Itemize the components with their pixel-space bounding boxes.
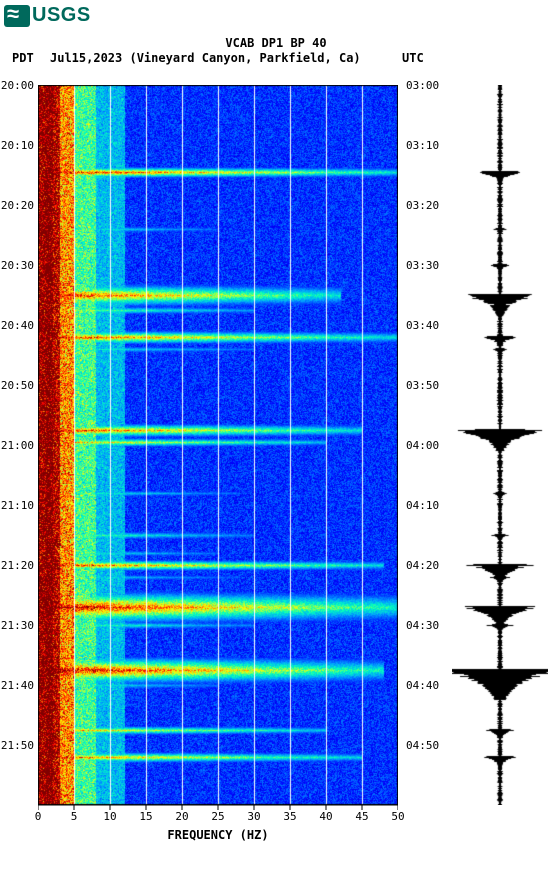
y-tick-right: 03:30 — [406, 259, 439, 272]
spectrogram-chart — [38, 85, 398, 805]
x-axis-label: FREQUENCY (HZ) — [38, 828, 398, 842]
y-tick-left: 20:40 — [1, 319, 34, 332]
y-tick-right: 03:10 — [406, 139, 439, 152]
y-tick-right: 04:20 — [406, 559, 439, 572]
y-axis-right-utc: 03:0003:1003:2003:3003:4003:5004:0004:10… — [402, 85, 438, 805]
chart-title: VCAB DP1 BP 40 — [0, 36, 552, 50]
y-tick-left: 21:40 — [1, 679, 34, 692]
usgs-logo-text: USGS — [32, 4, 91, 26]
spectrogram-canvas — [38, 85, 398, 805]
y-tick-left: 21:10 — [1, 499, 34, 512]
y-tick-left: 20:30 — [1, 259, 34, 272]
waveform-canvas — [452, 85, 548, 805]
y-tick-left: 21:50 — [1, 739, 34, 752]
y-tick-left: 20:50 — [1, 379, 34, 392]
y-tick-left: 20:00 — [1, 79, 34, 92]
y-axis-left-pdt: 20:0020:1020:2020:3020:4020:5021:0021:10… — [2, 85, 36, 805]
waveform-plot — [452, 85, 548, 805]
usgs-wave-icon — [4, 5, 30, 27]
tz-left: PDT — [12, 51, 34, 65]
y-tick-right: 04:30 — [406, 619, 439, 632]
y-tick-right: 03:40 — [406, 319, 439, 332]
y-tick-right: 04:40 — [406, 679, 439, 692]
y-tick-left: 20:10 — [1, 139, 34, 152]
y-tick-right: 04:00 — [406, 439, 439, 452]
tz-right: UTC — [402, 51, 424, 65]
y-tick-left: 20:20 — [1, 199, 34, 212]
y-tick-right: 03:00 — [406, 79, 439, 92]
y-tick-left: 21:20 — [1, 559, 34, 572]
y-tick-right: 04:50 — [406, 739, 439, 752]
x-axis-ticks — [38, 805, 398, 813]
y-tick-right: 03:50 — [406, 379, 439, 392]
usgs-logo: USGS — [4, 4, 91, 27]
date-location: Jul15,2023 (Vineyard Canyon, Parkfield, … — [50, 51, 361, 65]
y-tick-right: 04:10 — [406, 499, 439, 512]
y-tick-right: 03:20 — [406, 199, 439, 212]
y-tick-left: 21:00 — [1, 439, 34, 452]
y-tick-left: 21:30 — [1, 619, 34, 632]
